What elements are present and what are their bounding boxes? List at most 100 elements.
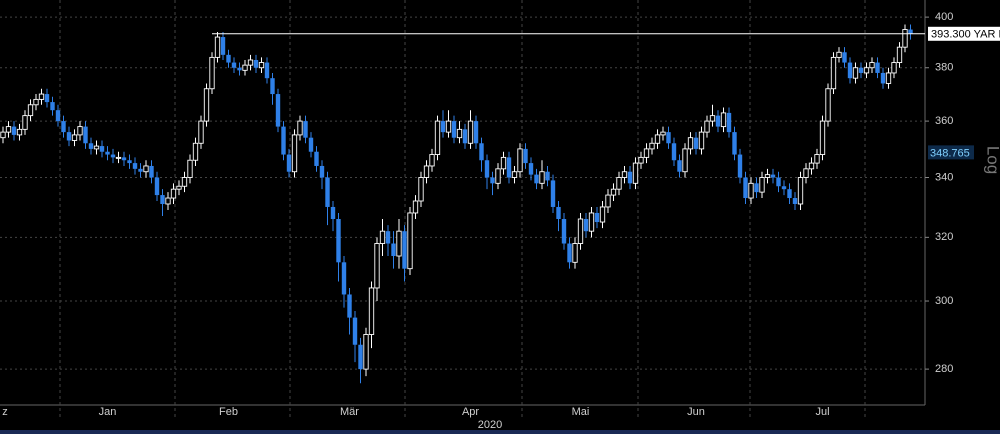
candle-body: [203, 88, 210, 122]
candle-body: [792, 198, 798, 204]
candle-body: [720, 112, 727, 128]
candle-body: [473, 121, 479, 144]
candle-body: [495, 168, 501, 184]
candle-body: [374, 243, 380, 289]
candle-body: [214, 36, 221, 58]
candle-body: [407, 212, 413, 270]
candle-body: [594, 212, 600, 223]
candle-body: [776, 177, 781, 187]
candle-body: [891, 62, 897, 74]
candle-body: [616, 177, 622, 190]
candle-body: [264, 62, 270, 79]
candle-body: [561, 219, 567, 244]
candle-body: [209, 56, 215, 90]
candle-body: [858, 67, 864, 73]
candle-body: [610, 188, 617, 196]
candle-body: [275, 94, 281, 127]
candle-body: [682, 148, 688, 173]
candle-body: [44, 94, 50, 103]
candle-body: [314, 151, 319, 166]
candle-body: [247, 59, 254, 66]
log-label: Log: [984, 146, 1000, 174]
candle-body: [5, 126, 12, 133]
candle-body: [759, 177, 765, 193]
candle-body: [869, 62, 875, 69]
candle-body: [396, 230, 402, 257]
candle-body: [715, 115, 721, 127]
candle-body: [556, 206, 561, 220]
candle-body: [743, 177, 748, 199]
candle-body: [368, 287, 375, 335]
candle-body: [654, 134, 661, 144]
candle-body: [286, 154, 292, 172]
candle-body: [434, 120, 441, 156]
candle-body: [704, 120, 710, 133]
candle-body: [33, 98, 39, 106]
candle-body: [506, 157, 512, 178]
last-price-label: 393.300 YAR N: [931, 29, 1000, 41]
candle-body: [732, 132, 737, 155]
candle-body: [517, 148, 523, 173]
candle-body: [115, 156, 122, 159]
x-tick-label: Jun: [687, 406, 705, 418]
candle-body: [588, 212, 595, 232]
candle-body: [412, 200, 419, 214]
candle-body: [110, 154, 116, 158]
candle-body: [132, 163, 138, 169]
y-tick-label: 340: [935, 171, 953, 183]
candle-body: [336, 219, 341, 263]
candle-body: [770, 174, 776, 178]
candle-body: [418, 177, 424, 202]
candle-body: [787, 189, 792, 199]
candle-body: [808, 162, 815, 170]
candle-body: [258, 62, 265, 69]
candle-body: [814, 154, 820, 164]
candle-body: [429, 154, 435, 167]
candle-body: [176, 185, 182, 190]
candle-body: [523, 148, 528, 164]
candle-body: [88, 143, 94, 149]
candle-body: [852, 67, 859, 79]
candle-body: [836, 51, 842, 58]
candle-body: [319, 165, 325, 178]
candle-body: [423, 165, 430, 178]
candle-body: [379, 230, 386, 244]
candle-body: [572, 243, 578, 263]
candle-body: [391, 243, 396, 257]
candle-body: [170, 188, 177, 199]
candle-body: [358, 344, 363, 370]
candle-body: [908, 29, 913, 34]
candle-body: [830, 56, 837, 90]
candle-body: [638, 156, 644, 164]
candle-body: [583, 219, 589, 232]
candle-body: [77, 126, 83, 136]
candle-body: [545, 171, 550, 181]
candle-body: [687, 137, 694, 150]
candle-body: [627, 171, 633, 184]
candle-body: [325, 177, 330, 207]
candle-body: [220, 37, 226, 55]
candle-body: [825, 88, 831, 122]
candle-body: [649, 142, 655, 150]
candle-body: [297, 120, 303, 136]
candle-body: [363, 334, 369, 370]
candle-body: [402, 231, 407, 269]
candle-body: [803, 168, 809, 178]
candle-body: [281, 126, 286, 155]
candle-body: [165, 197, 171, 205]
candle-body: [660, 131, 666, 136]
candle-body: [847, 62, 853, 79]
candle-body: [451, 121, 457, 138]
candle-body: [819, 120, 826, 156]
candle-body: [385, 231, 391, 244]
x-tick-label: z: [2, 406, 8, 418]
candle-body: [83, 126, 88, 144]
y-tick-label: 380: [935, 62, 953, 74]
candle-body: [352, 317, 358, 345]
candle-body: [863, 67, 870, 74]
candle-body: [726, 112, 732, 133]
candle-body: [341, 262, 347, 295]
candle-body: [121, 157, 127, 161]
year-label: 2020: [478, 419, 502, 431]
